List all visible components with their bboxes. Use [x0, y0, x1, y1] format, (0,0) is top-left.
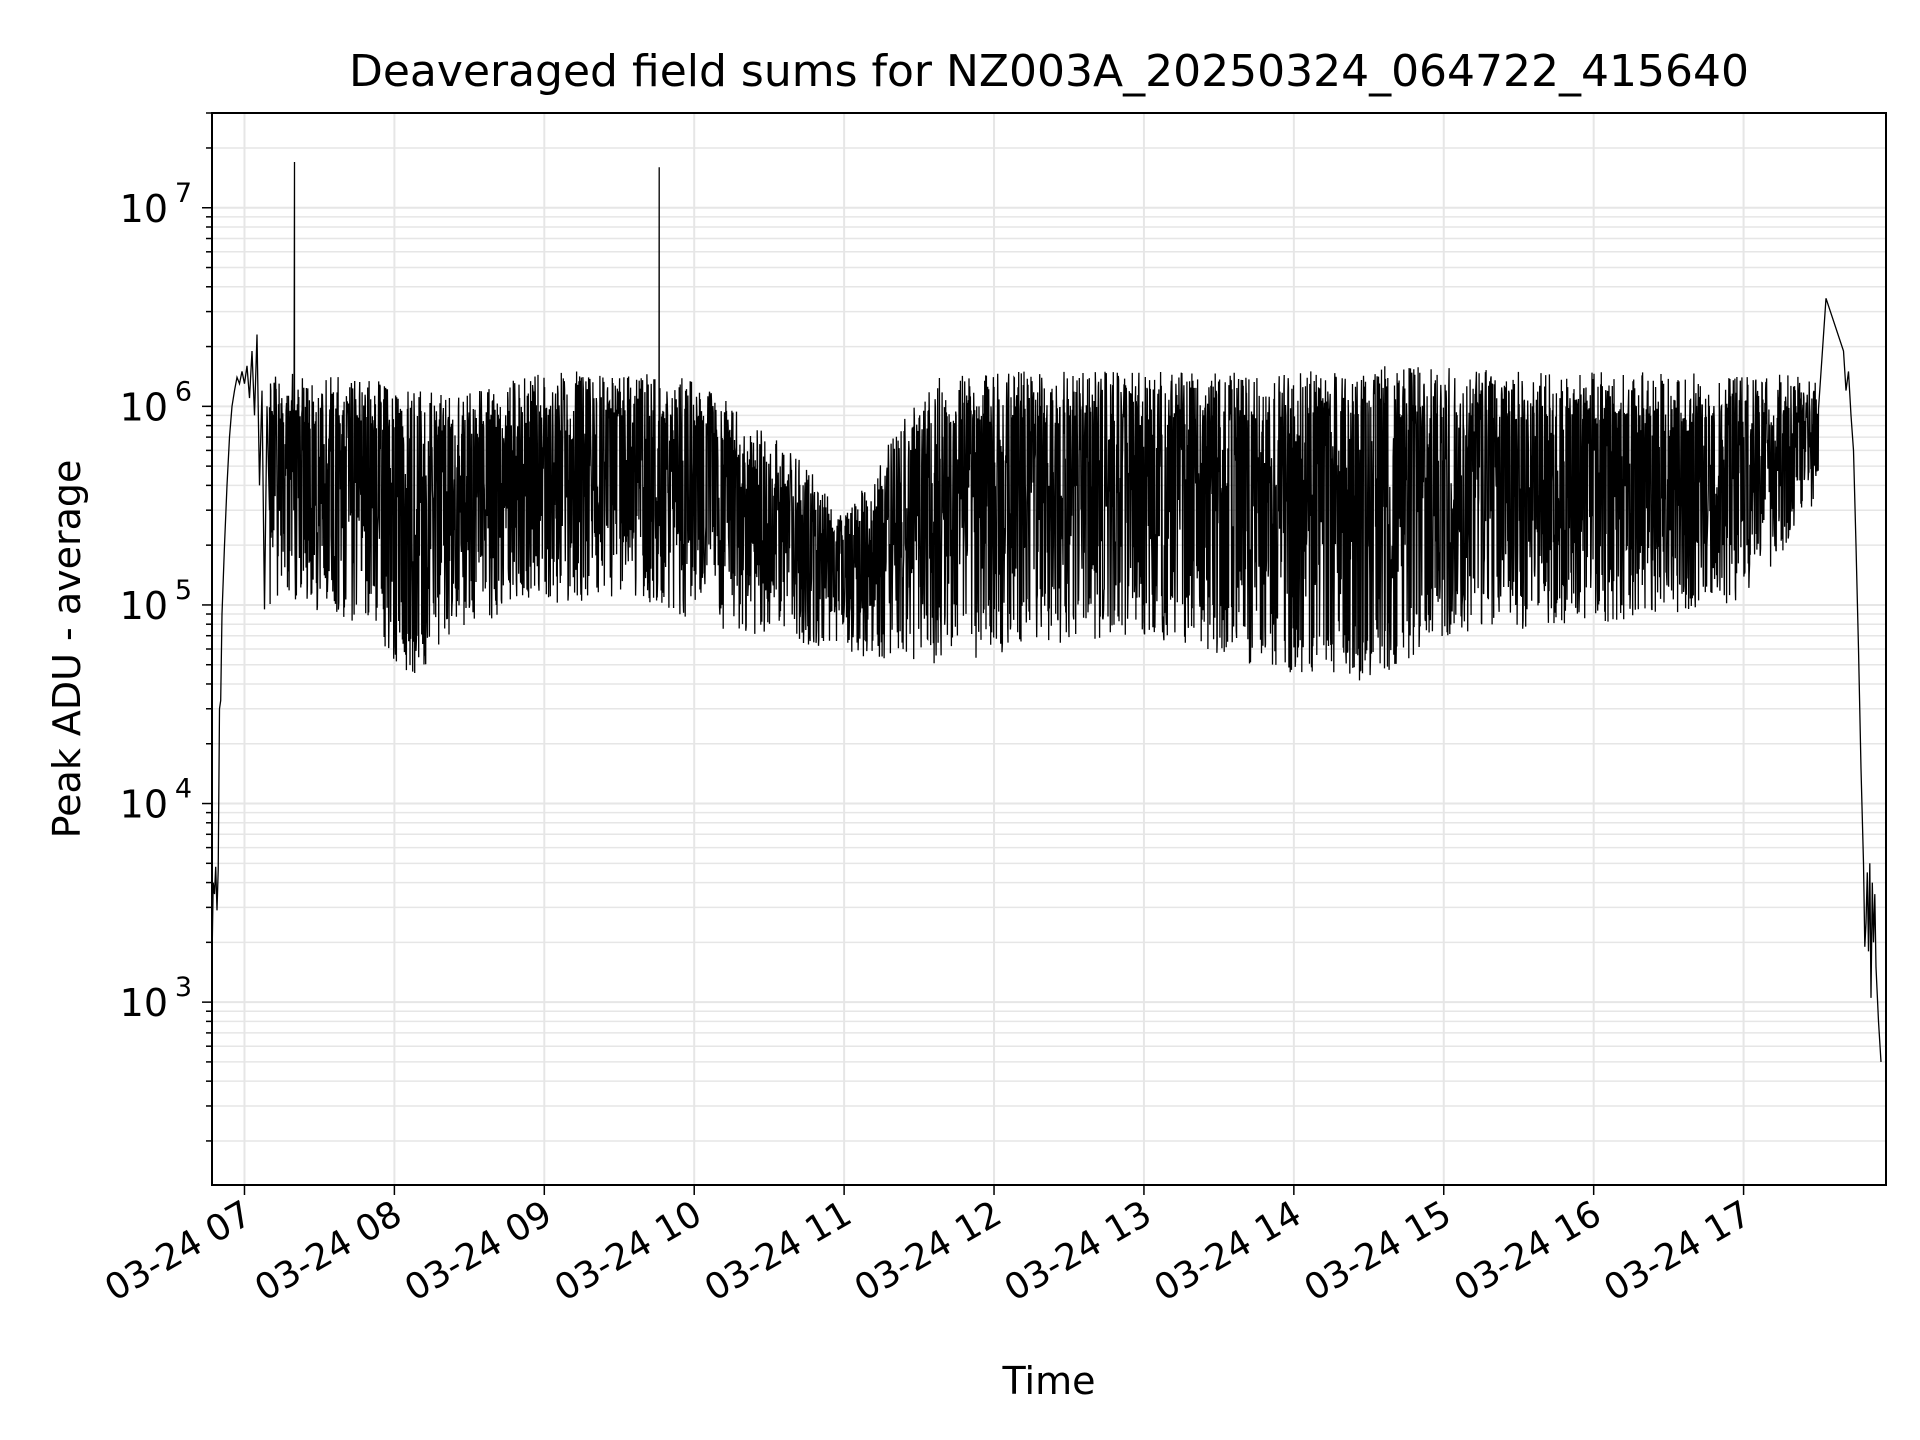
- y-tick-label: 10: [120, 783, 168, 827]
- y-tick-label-exponent: 7: [175, 178, 192, 209]
- y-axis-label: Peak ADU - average: [45, 460, 89, 839]
- x-axis-label: Time: [1002, 1359, 1096, 1403]
- y-tick-label-exponent: 6: [175, 376, 192, 407]
- y-tick-label-exponent: 5: [175, 575, 192, 606]
- series-layer: [212, 161, 1882, 1062]
- y-tick-label: 10: [120, 981, 168, 1025]
- y-tick-label-exponent: 4: [175, 774, 192, 805]
- y-tick-label: 10: [120, 187, 168, 231]
- y-tick-label: 10: [120, 584, 168, 628]
- y-tick-label-exponent: 3: [175, 972, 192, 1003]
- chart-title: Deaveraged field sums for NZ003A_2025032…: [349, 46, 1749, 97]
- y-tick-label: 10: [120, 385, 168, 429]
- series-line: [212, 161, 1882, 1062]
